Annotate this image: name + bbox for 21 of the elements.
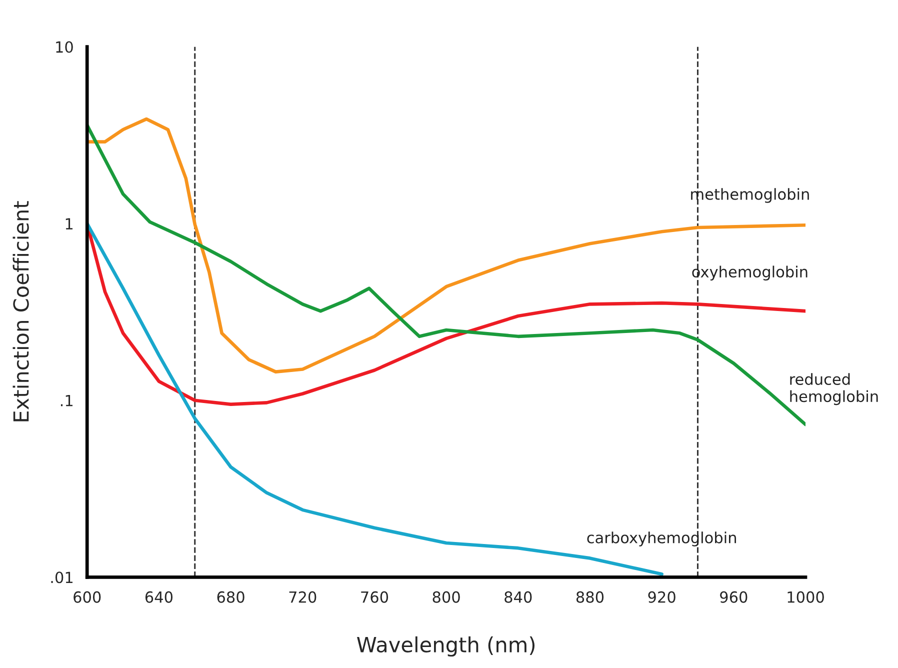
x-tick-label: 800: [432, 591, 460, 603]
y-axis-title: Extinction Coefficient: [12, 201, 29, 422]
x-tick-label: 840: [504, 591, 532, 603]
x-tick-label: 600: [74, 591, 101, 603]
x-tick-label: 880: [576, 591, 604, 603]
x-tick-label: 960: [720, 591, 748, 603]
series-label: reduced hemoglobin: [790, 373, 878, 406]
series-label: carboxyhemoglobin: [587, 532, 736, 546]
x-tick-label: 680: [217, 591, 244, 603]
y-tick-label: 10: [56, 41, 73, 53]
series-label: methemoglobin: [691, 188, 809, 203]
x-tick-label: 640: [145, 591, 173, 603]
x-tick-label: 1000: [788, 591, 824, 603]
y-tick-label: 1: [66, 218, 72, 230]
x-axis-title: Wavelength (nm): [357, 636, 534, 657]
x-tick-label: 920: [648, 591, 676, 603]
x-tick-label: 760: [361, 591, 388, 603]
y-tick-label: .01: [51, 572, 72, 584]
y-tick-label: .1: [60, 395, 72, 406]
series-label: oxyhemoglobin: [692, 266, 808, 280]
x-tick-label: 720: [289, 591, 316, 603]
